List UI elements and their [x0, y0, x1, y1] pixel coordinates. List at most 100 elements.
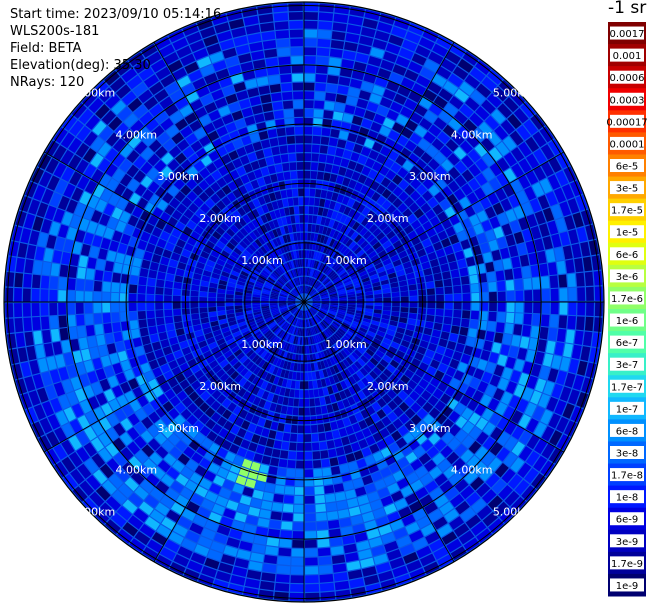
ppi-cell	[329, 357, 336, 366]
ppi-cell	[365, 220, 374, 230]
ppi-cell	[282, 253, 289, 262]
ppi-cell	[396, 327, 406, 334]
ppi-cell	[412, 145, 425, 158]
ppi-cell	[549, 314, 559, 328]
ppi-cell	[331, 165, 340, 175]
ppi-cell	[397, 390, 409, 401]
ppi-cell	[304, 487, 315, 495]
ppi-cell	[339, 299, 347, 302]
ppi-cell	[287, 315, 293, 322]
ppi-cell	[106, 343, 117, 355]
ppi-cell	[311, 294, 319, 299]
ppi-cell	[505, 279, 515, 291]
ppi-cell	[328, 528, 342, 538]
ppi-cell	[102, 292, 111, 302]
ppi-cell	[211, 423, 223, 435]
ppi-cell	[155, 66, 171, 80]
ppi-cell	[175, 494, 190, 508]
ppi-cell	[332, 563, 347, 573]
ppi-cell	[269, 334, 277, 343]
ppi-cell	[350, 363, 359, 373]
ppi-cell	[264, 483, 276, 493]
ppi-cell	[280, 291, 288, 296]
ppi-cell	[229, 324, 239, 331]
ppi-cell	[273, 270, 281, 278]
ppi-cell	[255, 317, 264, 324]
ppi-cell	[123, 113, 138, 128]
ppi-cell	[422, 165, 434, 177]
ppi-cell	[286, 334, 292, 343]
ppi-cell	[402, 39, 418, 52]
ppi-cell	[236, 231, 245, 240]
ppi-cell	[461, 183, 473, 196]
ppi-cell	[522, 361, 533, 375]
ppi-cell	[310, 290, 317, 297]
ppi-cell	[398, 47, 414, 60]
ppi-cell	[300, 285, 303, 294]
ppi-cell	[320, 308, 328, 313]
colorbar-tick-label: 1e-9	[616, 581, 639, 592]
ppi-cell	[448, 117, 462, 131]
ppi-cell	[439, 198, 451, 211]
ppi-cell	[309, 289, 316, 296]
ppi-cell	[151, 532, 168, 546]
ppi-cell	[160, 74, 176, 88]
ppi-cell	[185, 91, 199, 104]
ppi-cell	[102, 312, 111, 324]
ppi-cell	[261, 299, 269, 302]
ppi-cell	[272, 325, 280, 333]
ppi-cell	[275, 227, 282, 237]
ppi-cell	[120, 418, 133, 431]
ppi-cell	[103, 227, 115, 240]
ppi-cell	[483, 340, 493, 352]
ppi-cell	[505, 381, 518, 394]
ppi-cell	[116, 506, 132, 521]
ppi-cell	[334, 241, 342, 251]
ppi-cell	[532, 277, 541, 290]
ppi-cell	[312, 459, 322, 469]
ppi-cell	[513, 324, 523, 336]
ppi-cell	[154, 432, 167, 445]
ppi-cell	[60, 149, 74, 166]
ppi-cell	[365, 334, 374, 341]
ppi-cell	[559, 386, 572, 402]
ppi-cell	[458, 530, 475, 545]
ppi-cell	[477, 359, 488, 371]
ppi-cell	[265, 331, 273, 339]
ppi-cell	[356, 458, 367, 469]
ppi-cell	[347, 304, 356, 308]
ppi-cell	[334, 102, 346, 112]
ppi-cell	[487, 131, 502, 146]
ppi-cell	[272, 229, 279, 238]
ppi-cell	[305, 328, 308, 337]
ppi-cell	[155, 406, 167, 418]
ppi-cell	[343, 226, 352, 236]
ppi-cell	[444, 309, 453, 317]
ppi-cell	[239, 355, 248, 364]
ppi-cell	[356, 307, 365, 312]
ppi-cell	[304, 20, 318, 29]
ppi-cell	[171, 132, 185, 145]
ppi-cell	[482, 167, 495, 182]
ppi-cell	[176, 390, 188, 402]
ppi-cell	[460, 507, 476, 522]
ppi-cell	[309, 308, 316, 315]
ppi-cell	[332, 374, 340, 384]
ppi-cell	[323, 330, 330, 338]
ppi-cell	[40, 289, 49, 302]
ppi-cell	[368, 169, 378, 180]
ppi-cell	[296, 268, 300, 277]
ppi-cell	[273, 440, 282, 449]
ppi-cell	[338, 204, 347, 214]
ppi-cell	[95, 392, 108, 406]
ppi-cell	[66, 364, 78, 378]
ppi-cell	[321, 458, 331, 468]
ppi-cell	[372, 258, 382, 266]
ppi-cell	[488, 281, 497, 292]
ppi-cell	[311, 144, 320, 153]
ppi-cell	[176, 356, 187, 366]
ppi-cell	[100, 355, 111, 368]
ppi-cell	[102, 281, 111, 292]
ppi-cell	[240, 367, 249, 377]
ppi-cell	[342, 276, 351, 282]
